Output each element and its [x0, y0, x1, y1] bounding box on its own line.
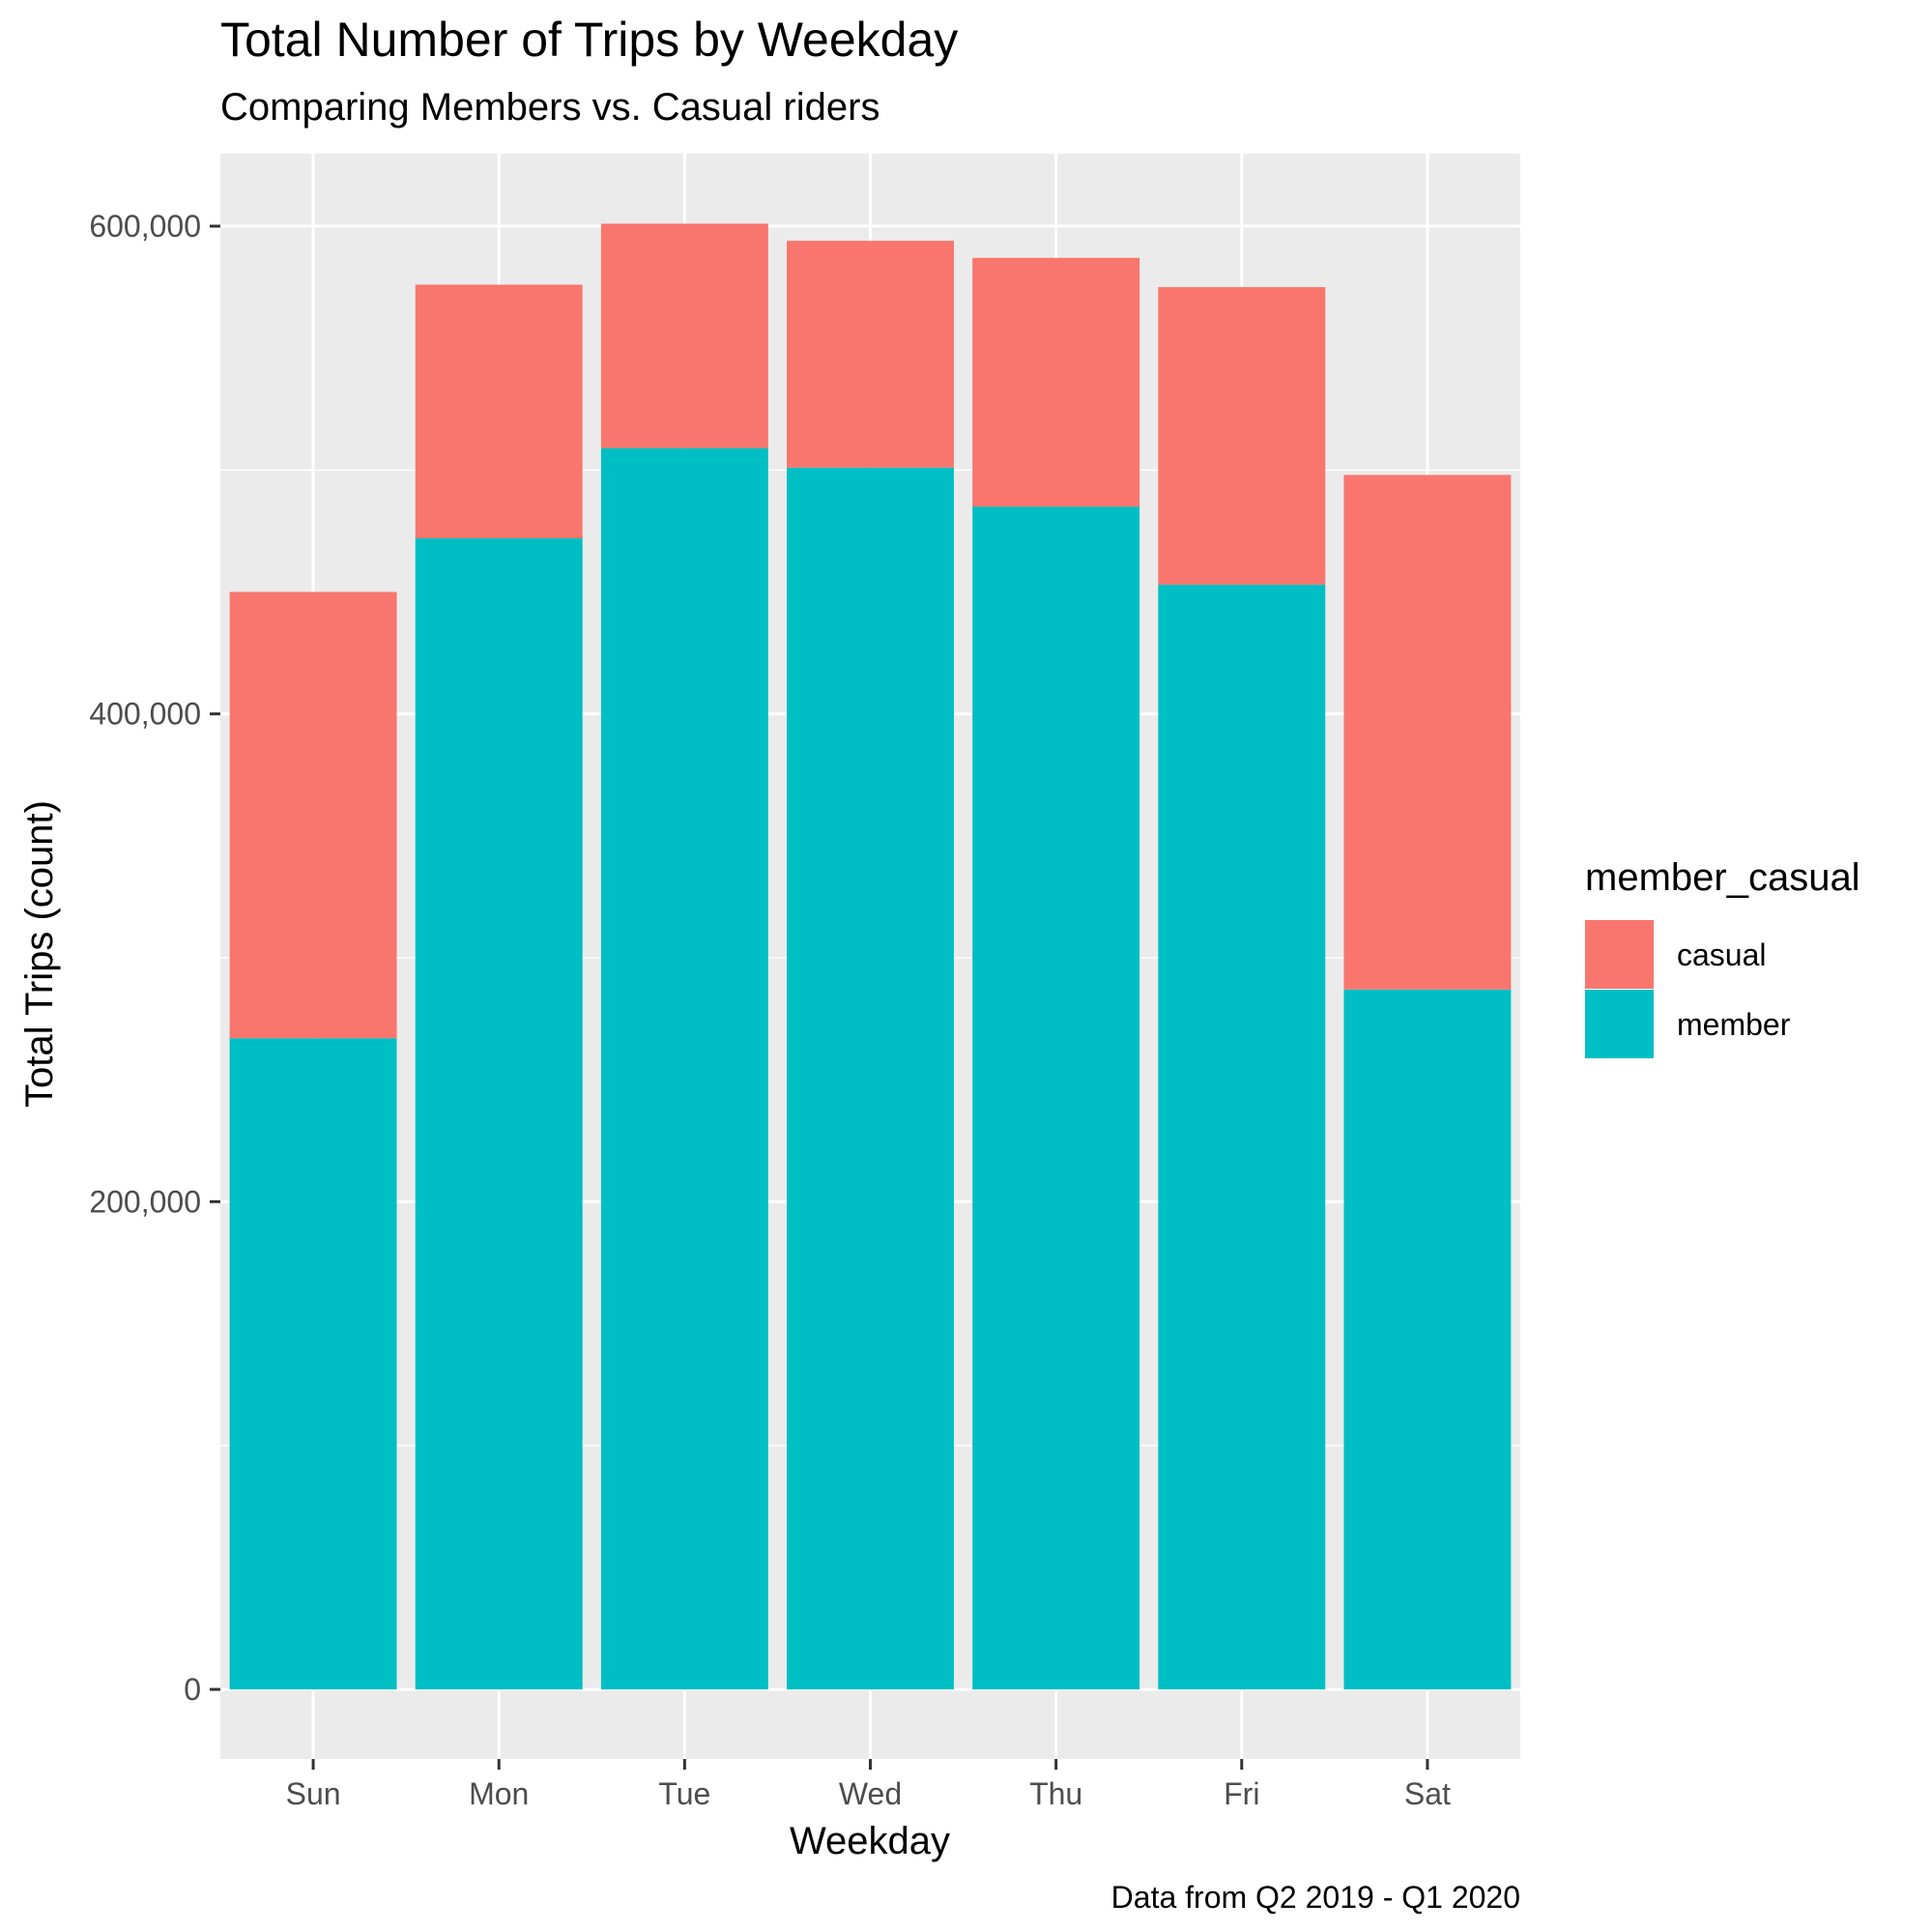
- y-tick-label: 200,000: [89, 1184, 201, 1219]
- legend-label-casual: casual: [1677, 937, 1767, 972]
- legend-title: member_casual: [1585, 856, 1860, 899]
- bar-member-thu: [972, 506, 1140, 1689]
- bar-member-wed: [787, 467, 954, 1689]
- bar-casual-fri: [1158, 287, 1326, 585]
- chart-caption: Data from Q2 2019 - Q1 2020: [1111, 1880, 1520, 1915]
- y-tick-label: 400,000: [89, 697, 201, 732]
- bars-layer: [229, 223, 1512, 1690]
- y-tick-label: 600,000: [89, 209, 201, 244]
- bar-casual-thu: [972, 257, 1140, 507]
- bar-casual-wed: [787, 241, 954, 468]
- bar-casual-mon: [415, 284, 583, 538]
- legend-key-member: [1585, 990, 1654, 1058]
- bar-member-mon: [415, 537, 583, 1689]
- legend-key-casual: [1585, 920, 1654, 989]
- y-tick-label: 0: [184, 1672, 201, 1707]
- bar-member-tue: [600, 447, 768, 1690]
- axes: 0 200,000 400,000 600,000 Sun Mon Tue Wed Thu Fri…: [89, 209, 1451, 1811]
- y-axis-title: Total Trips (count): [18, 800, 61, 1108]
- x-tick-label: Sun: [286, 1776, 341, 1811]
- legend: casual member: [1585, 920, 1791, 1058]
- chart-title: Total Number of Trips by Weekday: [220, 13, 958, 67]
- x-tick-label: Fri: [1224, 1776, 1259, 1811]
- x-tick-label: Mon: [469, 1776, 529, 1811]
- legend-label-member: member: [1677, 1007, 1791, 1042]
- bar-casual-tue: [600, 223, 768, 448]
- x-tick-label: Sat: [1404, 1776, 1451, 1811]
- chart-subtitle: Comparing Members vs. Casual riders: [220, 86, 879, 129]
- bar-member-sun: [229, 1038, 397, 1689]
- x-tick-label: Tue: [658, 1776, 710, 1811]
- x-tick-label: Thu: [1029, 1776, 1082, 1811]
- x-axis-title: Weekday: [790, 1820, 950, 1862]
- bar-member-sat: [1343, 989, 1512, 1689]
- bar-casual-sun: [229, 591, 397, 1039]
- bar-casual-sat: [1343, 475, 1512, 990]
- x-tick-label: Wed: [839, 1776, 902, 1811]
- bar-member-fri: [1158, 584, 1326, 1690]
